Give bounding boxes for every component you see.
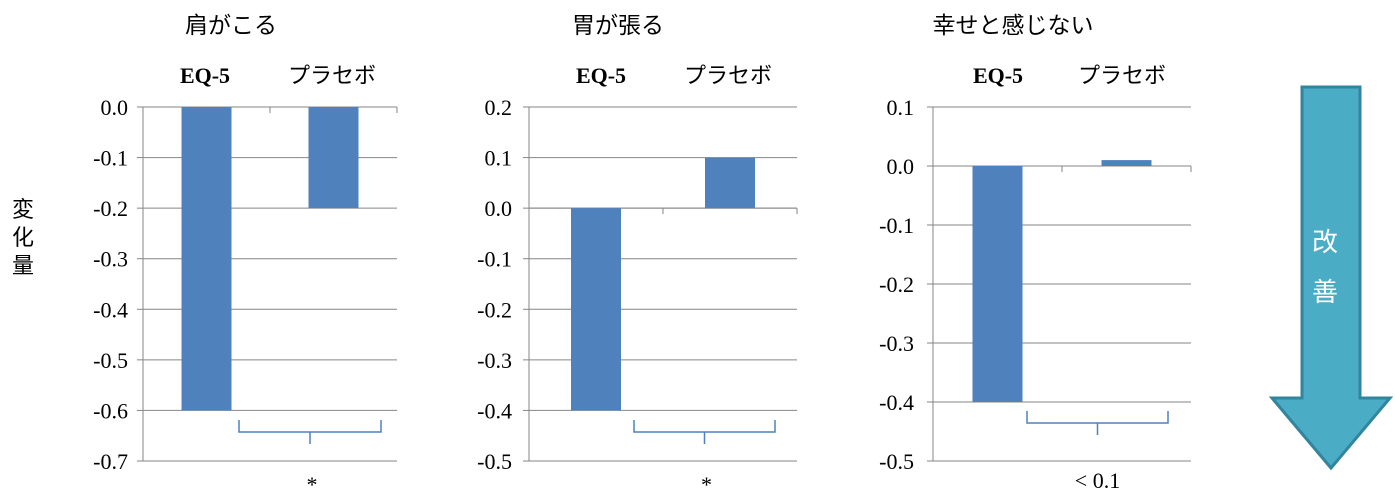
y-tick-label: -0.5 xyxy=(93,348,128,373)
category-label-1: EQ-5 xyxy=(973,63,1023,88)
y-axis-label-char-2: 化 xyxy=(11,226,34,251)
y-tick-label: -0.2 xyxy=(879,272,914,297)
category-label-2: プラセボ xyxy=(288,63,376,88)
category-label-1: EQ-5 xyxy=(576,63,626,88)
y-tick-label: -0.1 xyxy=(879,213,914,238)
y-tick-label: 0.2 xyxy=(485,95,513,120)
y-tick-label: 0.0 xyxy=(485,196,513,221)
y-tick-label: 0.0 xyxy=(887,154,915,179)
y-tick-label: -0.3 xyxy=(477,348,512,373)
improvement-label-char-1: 改 xyxy=(1311,228,1338,258)
y-tick-label: -0.2 xyxy=(93,196,128,221)
chart-title-1: 肩がこる xyxy=(185,13,277,38)
y-tick-label: -0.2 xyxy=(477,297,512,322)
bar-1 xyxy=(972,166,1023,402)
significance-label: * xyxy=(307,472,318,494)
y-tick-label: -0.5 xyxy=(477,449,512,474)
chart-title-3: 幸せと感じない xyxy=(933,13,1094,38)
significance-bracket xyxy=(1026,411,1169,435)
bar-2 xyxy=(308,107,359,209)
y-tick-label: -0.3 xyxy=(93,247,128,272)
bar-1 xyxy=(181,107,232,411)
significance-label: < 0.1 xyxy=(1075,468,1120,493)
y-tick-label: -0.4 xyxy=(93,297,128,322)
improvement-label-char-2: 善 xyxy=(1311,278,1338,308)
y-axis-label-char-1: 変 xyxy=(11,198,34,223)
y-tick-label: -0.4 xyxy=(477,398,512,423)
category-label-2: プラセボ xyxy=(1078,63,1166,88)
significance-bracket xyxy=(238,420,382,444)
bar-2 xyxy=(705,157,755,209)
y-tick-label: -0.6 xyxy=(93,398,128,423)
significance-label: * xyxy=(701,472,712,494)
chart-title-2: 胃が張る xyxy=(572,13,664,38)
y-tick-label: -0.3 xyxy=(879,331,914,356)
y-tick-label: 0.0 xyxy=(101,95,129,120)
y-tick-label: -0.5 xyxy=(879,449,914,474)
bar-2 xyxy=(1101,160,1152,166)
y-tick-label: 0.1 xyxy=(887,95,915,120)
y-tick-label: 0.1 xyxy=(485,146,513,171)
y-tick-label: -0.1 xyxy=(93,146,128,171)
improvement-arrow xyxy=(1268,85,1394,471)
bar-1 xyxy=(571,208,621,411)
y-axis-label-char-3: 量 xyxy=(11,254,34,279)
y-tick-label: -0.7 xyxy=(93,449,128,474)
y-tick-label: -0.4 xyxy=(879,390,914,415)
category-label-2: プラセボ xyxy=(684,63,772,88)
category-label-1: EQ-5 xyxy=(180,63,230,88)
significance-bracket xyxy=(633,420,776,444)
y-tick-label: -0.1 xyxy=(477,247,512,272)
